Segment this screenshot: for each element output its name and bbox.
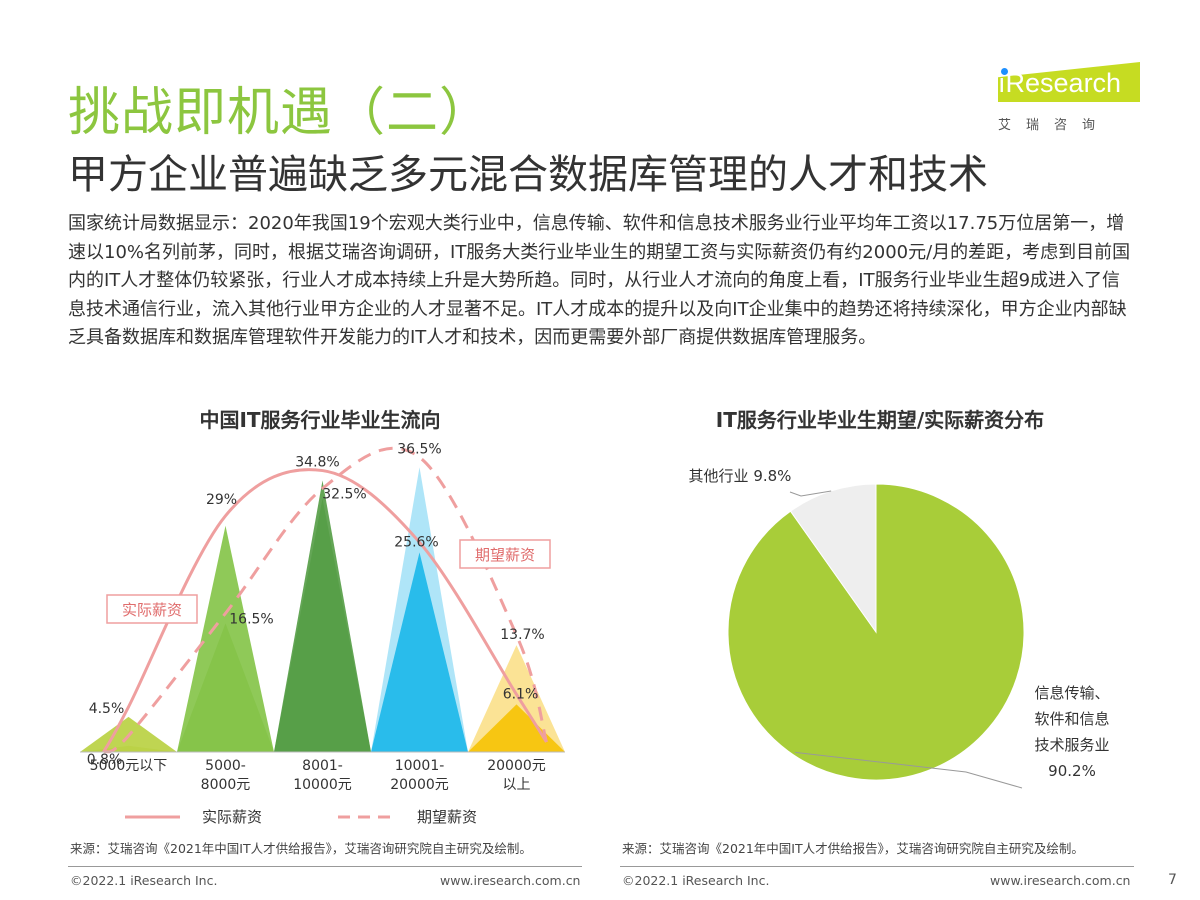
pie-slice-1 [789,483,877,634]
pie-leader-main [794,751,1023,789]
actual-label-2: 34.8% [295,455,339,471]
footer-copyright-left: ©2022.1 iResearch Inc. [70,873,218,888]
page-number: 7 [1168,872,1177,888]
callout-expected-text: 期望薪资 [475,546,535,564]
pie-label-main-2: 技术服务业 [1034,736,1109,754]
salary-distribution-pie: 信息传输、软件和信息技术服务业 90.2% 其他行业 9.8% [689,467,1110,789]
pie-label-other: 其他行业 9.8% [689,467,792,485]
legend-actual-label: 实际薪资 [202,808,262,826]
category-label-3-1: 20000元 [390,777,449,793]
graduate-flow-chart: 4.5% 29% 34.8% 25.6% 6.1% 0.8% 16.5% 32.5% 36.5%… [80,441,565,826]
category-label-2-1: 10000元 [293,777,352,793]
actual-label-4: 6.1% [503,686,539,702]
actual-label-3: 25.6% [394,534,438,550]
callout-actual-box [106,594,198,624]
footer-divider-right [620,866,1134,867]
category-label-4-0: 20000元 [487,758,546,774]
callout-expected-box [459,539,551,569]
actual-peak-4 [468,704,565,752]
pie-label-main-1: 软件和信息 [1034,710,1109,728]
expected-label-4: 13.7% [500,627,544,643]
pie-label-main-3: 90.2% [1048,762,1096,780]
pie-label-main-0: 信息传输、 [1034,684,1109,702]
footer-divider-left [68,866,582,867]
footer-copyright-right: ©2022.1 iResearch Inc. [622,873,770,888]
expected-peak-4 [468,645,565,752]
actual-peak-1 [177,525,274,752]
legend-expected-label: 期望薪资 [417,808,477,826]
expected-label-2: 32.5% [322,487,366,503]
left-chart-title: 中国IT服务行业毕业生流向 [199,408,441,432]
source-note-left: 来源：艾瑞咨询《2021年中国IT人才供给报告》，艾瑞咨询研究院自主研究及绘制。 [70,841,532,856]
footer-url-left[interactable]: www.iresearch.com.cn [440,873,581,888]
category-label-1-0: 5000- [205,758,246,774]
category-label-2-0: 8001- [302,758,343,774]
actual-label-0: 4.5% [89,701,125,717]
category-label-3-0: 10001- [395,758,445,774]
body-paragraph: 国家统计局数据显示：2020年我国19个宏观大类行业中，信息传输、软件和信息技术… [68,213,1131,348]
category-label-1-1: 8000元 [201,777,251,793]
logo-dot-icon [1001,68,1008,75]
logo-cn-text: 艾瑞咨询 [998,118,1111,133]
expected-salary-curve [102,446,548,754]
actual-peak-3 [371,552,468,752]
callout-actual-text: 实际薪资 [122,601,182,619]
page-subtitle: 甲方企业普遍缺乏多元混合数据库管理的人才和技术 [68,152,988,198]
expected-label-1: 16.5% [229,611,273,627]
category-label-4-1: 以上 [503,777,531,793]
footer-url-right[interactable]: www.iresearch.com.cn [990,873,1131,888]
iresearch-logo: ıResearch 艾瑞咨询 [990,62,1140,133]
expected-label-0: 0.8% [87,752,123,768]
expected-label-3: 36.5% [397,441,441,457]
pie-leader-other [789,490,832,497]
logo-wordmark: ıResearch [998,68,1122,98]
actual-label-1: 29% [206,492,237,508]
right-chart-title: IT服务行业毕业生期望/实际薪资分布 [715,408,1045,432]
category-label-0-0: 5000元以下 [90,758,168,774]
actual-salary-curve [102,468,548,753]
actual-peak-2 [274,480,371,752]
page-title: 挑战即机遇（二） [68,83,493,143]
source-note-right: 来源：艾瑞咨询《2021年中国IT人才供给报告》，艾瑞咨询研究院自主研究及绘制。 [622,841,1084,856]
